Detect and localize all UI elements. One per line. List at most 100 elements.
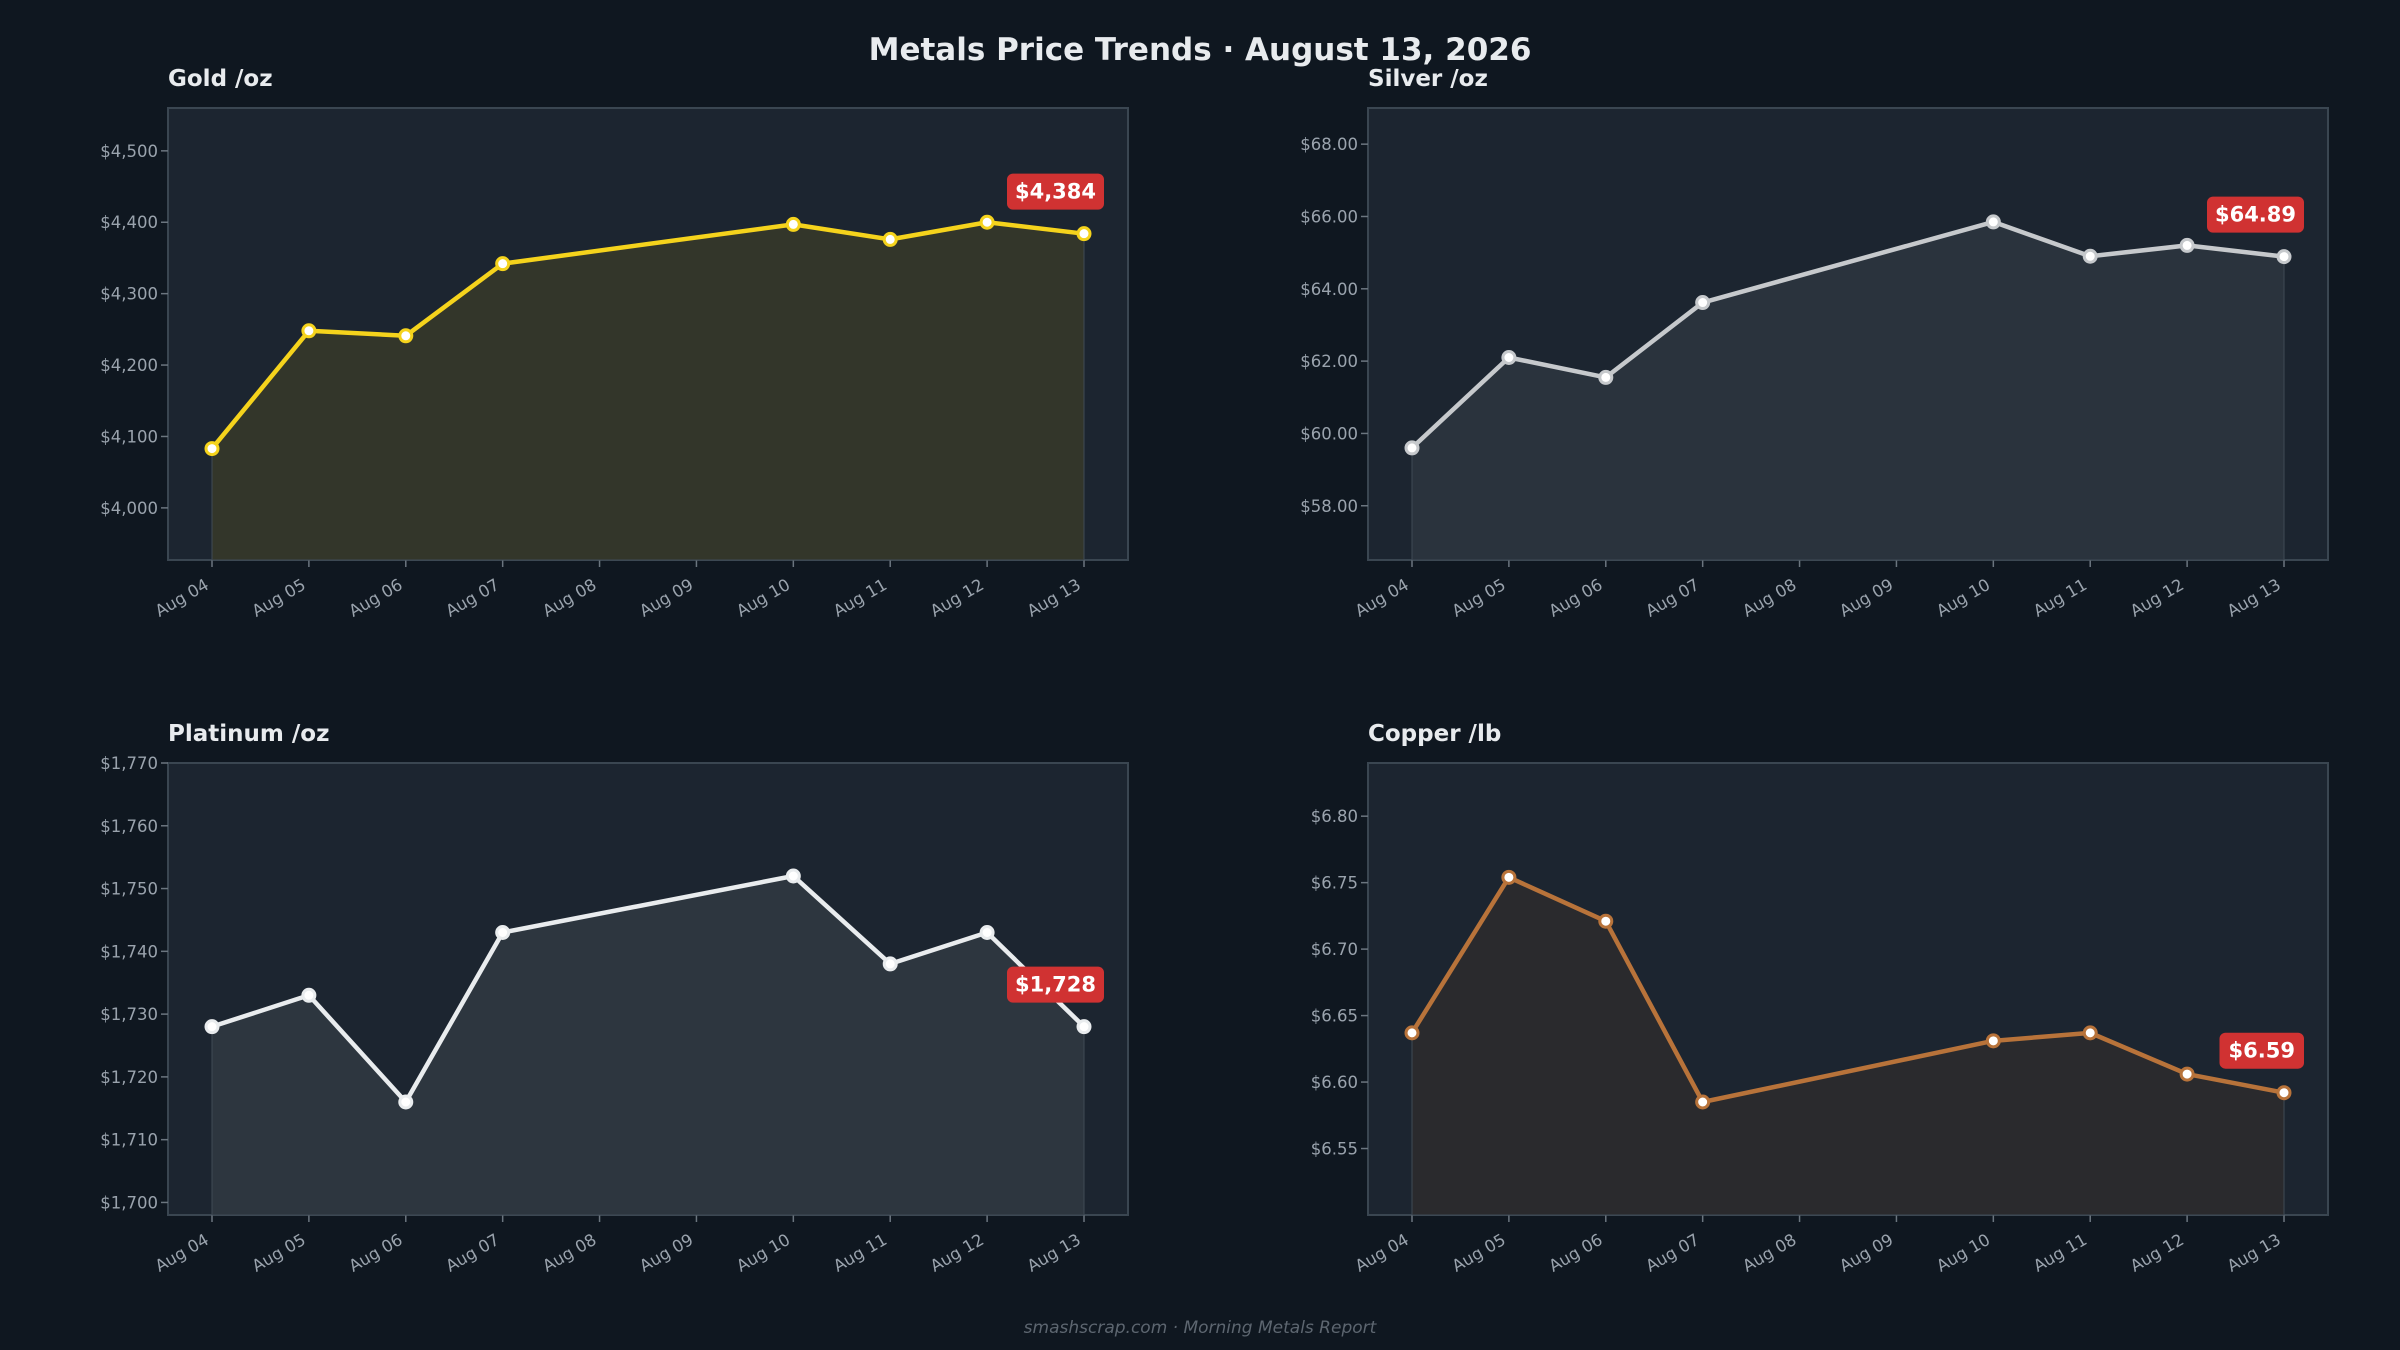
gold-last-price-badge	[1007, 173, 1104, 210]
platinum-xtick-label: Aug 08	[539, 1230, 599, 1276]
gold-data-point[interactable]	[979, 214, 995, 230]
gold-chart-title: Gold /oz	[168, 66, 273, 92]
gold-xtick-label: Aug 05	[249, 575, 309, 621]
copper-xtick-label: Aug 08	[1739, 1230, 1799, 1276]
silver-series-line	[1409, 219, 2287, 451]
silver-data-point[interactable]	[2179, 237, 2195, 253]
silver-data-point[interactable]	[1598, 369, 1614, 385]
platinum-data-point[interactable]	[882, 956, 898, 972]
silver-data-point[interactable]	[2082, 248, 2098, 264]
copper-data-point[interactable]	[1598, 913, 1614, 929]
gold-xtick-label: Aug 09	[636, 575, 696, 621]
platinum-data-point[interactable]	[495, 925, 511, 940]
gold-xtick-label: Aug 13	[1024, 575, 1084, 621]
copper-ytick-label: $6.80	[1311, 807, 1358, 826]
gold-xtick-label: Aug 11	[830, 575, 890, 621]
gold-data-point[interactable]	[204, 441, 220, 457]
silver-xtick-label: Aug 10	[1933, 575, 1993, 621]
platinum-data-point[interactable]	[1076, 1019, 1092, 1035]
platinum-ytick-label: $1,720	[100, 1068, 158, 1087]
silver-last-price-label: $64.89	[2215, 203, 2296, 227]
copper-xtick-label: Aug 09	[1836, 1230, 1896, 1276]
silver-xtick-label: Aug 09	[1836, 575, 1896, 621]
platinum-ytick-label: $1,700	[100, 1193, 158, 1212]
platinum-data-point[interactable]	[204, 1019, 220, 1035]
silver-data-point[interactable]	[1501, 350, 1517, 366]
copper-data-point[interactable]	[1695, 1094, 1711, 1110]
silver-chart-title: Silver /oz	[1368, 66, 1488, 92]
copper-chart-title: Copper /lb	[1368, 721, 1501, 747]
platinum-ytick-label: $1,750	[100, 880, 158, 899]
gold-xtick-label: Aug 10	[733, 575, 793, 621]
platinum-data-point[interactable]	[398, 1094, 414, 1110]
silver-xtick-label: Aug 06	[1546, 575, 1606, 621]
copper-xtick-label: Aug 05	[1449, 1230, 1509, 1276]
silver-data-point[interactable]	[1695, 295, 1711, 311]
copper-data-point[interactable]	[1404, 1025, 1420, 1041]
copper-xtick-label: Aug 10	[1933, 1230, 1993, 1276]
silver-ytick-label: $66.00	[1300, 207, 1358, 226]
gold-ytick-label: $4,000	[100, 499, 158, 518]
gold-ytick-label: $4,400	[100, 213, 158, 232]
gold-ytick-label: $4,500	[100, 142, 158, 161]
platinum-data-point[interactable]	[785, 868, 801, 884]
gold-xtick-label: Aug 12	[927, 575, 987, 621]
platinum-series-line	[209, 873, 1087, 1105]
copper-xtick-label: Aug 04	[1352, 1230, 1412, 1276]
silver-ytick-label: $60.00	[1300, 424, 1358, 443]
silver-xtick-label: Aug 11	[2030, 575, 2090, 621]
copper-ytick-label: $6.55	[1311, 1140, 1358, 1159]
platinum-ytick-label: $1,740	[100, 942, 158, 961]
copper-ytick-label: $6.75	[1311, 874, 1358, 893]
copper-ytick-label: $6.60	[1311, 1073, 1358, 1092]
platinum-xtick-label: Aug 06	[346, 1230, 406, 1276]
silver-data-point[interactable]	[2276, 249, 2292, 265]
gold-ytick-label: $4,200	[100, 356, 158, 375]
gold-last-price-label: $4,384	[1015, 180, 1096, 204]
gold-data-point[interactable]	[495, 256, 511, 272]
copper-data-point[interactable]	[1501, 869, 1517, 885]
copper-xtick-label: Aug 13	[2224, 1230, 2284, 1276]
gold-data-point[interactable]	[301, 323, 317, 339]
gold-series-line	[209, 219, 1087, 451]
silver-ytick-label: $68.00	[1300, 135, 1358, 154]
copper-xtick-label: Aug 07	[1643, 1230, 1703, 1276]
silver-data-point[interactable]	[1985, 214, 2001, 230]
platinum-data-point[interactable]	[979, 925, 995, 940]
silver-last-price-badge	[2207, 196, 2304, 233]
copper-ytick-label: $6.65	[1311, 1007, 1358, 1026]
silver-ytick-label: $62.00	[1300, 352, 1358, 371]
silver-ytick-label: $64.00	[1300, 280, 1358, 299]
gold-xtick-label: Aug 06	[346, 575, 406, 621]
platinum-xtick-label: Aug 04	[152, 1230, 212, 1276]
copper-xtick-label: Aug 11	[2030, 1230, 2090, 1276]
platinum-ytick-label: $1,760	[100, 817, 158, 836]
platinum-xtick-label: Aug 12	[927, 1230, 987, 1276]
silver-xtick-label: Aug 07	[1643, 575, 1703, 621]
platinum-chart-title: Platinum /oz	[168, 721, 329, 747]
copper-data-point[interactable]	[2082, 1025, 2098, 1041]
gold-data-point[interactable]	[398, 328, 414, 344]
platinum-ytick-label: $1,770	[100, 754, 158, 773]
gold-data-point[interactable]	[1076, 226, 1092, 242]
copper-data-point[interactable]	[2179, 1066, 2195, 1082]
platinum-data-point[interactable]	[301, 987, 317, 1003]
gold-data-point[interactable]	[882, 231, 898, 247]
copper-last-price-badge	[2219, 1032, 2304, 1069]
gold-xtick-label: Aug 04	[152, 575, 212, 621]
platinum-last-price-badge	[1007, 966, 1104, 1003]
gold-data-point[interactable]	[785, 216, 801, 232]
silver-xtick-label: Aug 12	[2127, 575, 2187, 621]
copper-xtick-label: Aug 06	[1546, 1230, 1606, 1276]
gold-ytick-label: $4,100	[100, 427, 158, 446]
copper-data-point[interactable]	[1985, 1033, 2001, 1049]
silver-data-point[interactable]	[1404, 440, 1420, 456]
platinum-ytick-label: $1,730	[100, 1005, 158, 1024]
copper-data-point[interactable]	[2276, 1085, 2292, 1101]
silver-xtick-label: Aug 08	[1739, 575, 1799, 621]
platinum-xtick-label: Aug 05	[249, 1230, 309, 1276]
copper-last-price-label: $6.59	[2229, 1039, 2295, 1063]
copper-xtick-label: Aug 12	[2127, 1230, 2187, 1276]
platinum-ytick-label: $1,710	[100, 1131, 158, 1150]
